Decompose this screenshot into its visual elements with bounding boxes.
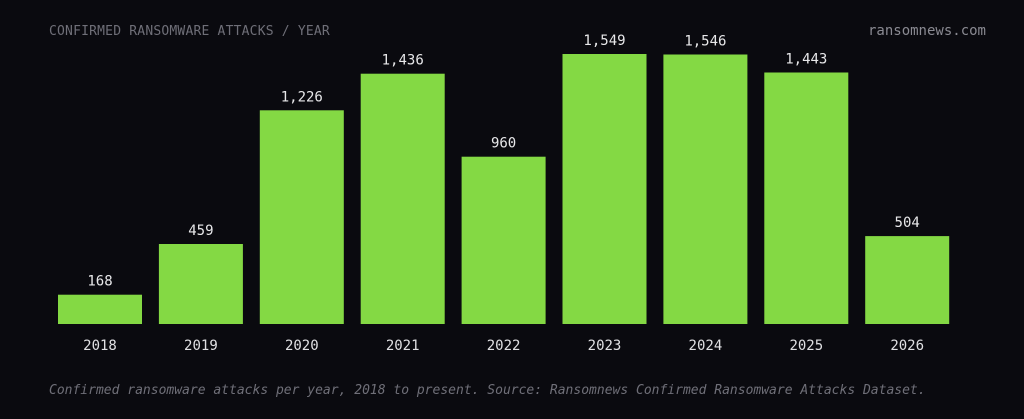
chart-title: CONFIRMED RANSOMWARE ATTACKS / YEAR xyxy=(49,24,330,39)
bar-2024 xyxy=(663,54,748,324)
value-label-2022: 960 xyxy=(491,136,516,152)
x-tick-2021: 2021 xyxy=(386,338,420,354)
value-label-2020: 1,226 xyxy=(281,89,323,105)
bar-2020 xyxy=(259,110,344,324)
x-tick-2023: 2023 xyxy=(588,338,622,354)
bar-2025 xyxy=(764,72,849,324)
bar-2019 xyxy=(158,244,243,324)
x-tick-2020: 2020 xyxy=(285,338,319,354)
x-tick-2025: 2025 xyxy=(789,338,823,354)
bar-2023 xyxy=(562,54,647,324)
bar-2026 xyxy=(865,236,950,324)
x-tick-2022: 2022 xyxy=(487,338,521,354)
bar-2018 xyxy=(58,294,142,324)
value-label-2026: 504 xyxy=(895,215,920,231)
bar-2022 xyxy=(461,156,546,324)
value-label-2018: 168 xyxy=(87,274,112,290)
x-tick-2024: 2024 xyxy=(689,338,723,354)
site-name[interactable]: ransomnews.com xyxy=(867,23,986,39)
value-label-2024: 1,546 xyxy=(684,34,726,50)
value-label-2021: 1,436 xyxy=(382,53,424,69)
x-tick-2018: 2018 xyxy=(83,338,117,354)
x-tick-2026: 2026 xyxy=(890,338,924,354)
value-label-2025: 1,443 xyxy=(785,52,827,68)
value-label-2019: 459 xyxy=(188,223,213,239)
x-tick-2019: 2019 xyxy=(184,338,218,354)
value-label-2023: 1,549 xyxy=(583,33,625,49)
bar-2021 xyxy=(360,73,445,324)
chart-caption: Confirmed ransomware attacks per year, 2… xyxy=(49,383,926,398)
